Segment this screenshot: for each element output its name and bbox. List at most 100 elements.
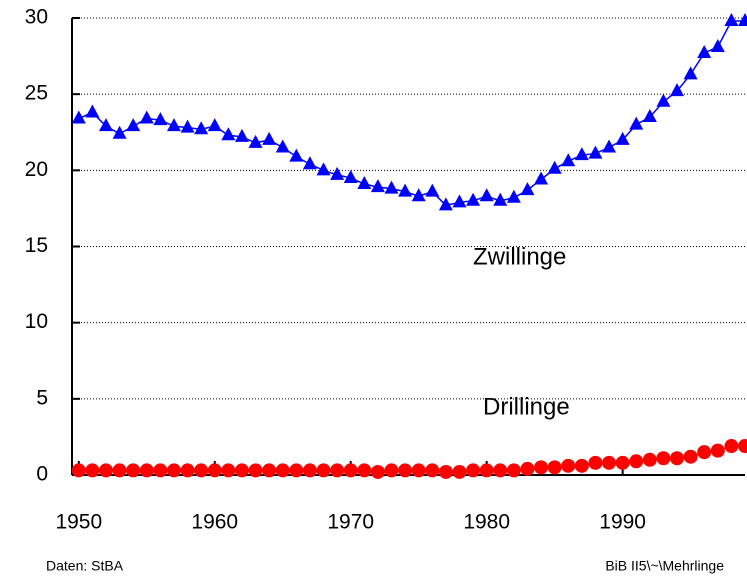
circle-marker [438,464,453,479]
circle-marker [683,449,698,464]
y-tick-label: 25 [25,82,48,105]
y-tick-label: 5 [36,386,48,409]
x-tick-label: 1990 [599,511,646,534]
triangle-marker [316,162,331,176]
triangle-marker [656,93,671,107]
series-line [78,20,745,207]
circle-marker [370,464,385,479]
triangle-marker [275,139,290,153]
triangle-marker [248,134,263,148]
y-tick-label: 20 [25,158,48,181]
triangle-marker [683,66,698,80]
circle-marker [547,460,562,475]
circle-marker [180,463,195,478]
triangle-marker [411,188,426,202]
circle-marker [194,463,209,478]
triangle-marker [370,179,385,193]
circle-marker [425,463,440,478]
circle-marker [602,455,617,470]
circle-marker [275,463,290,478]
circle-marker [398,463,413,478]
triangle-marker [112,125,127,139]
circle-marker [221,463,236,478]
triangle-marker [343,169,358,183]
triangle-marker [697,45,712,59]
circle-marker [98,463,113,478]
triangle-marker [71,110,86,124]
triangle-marker [615,131,630,145]
circle-marker [452,464,467,479]
circle-marker [71,463,86,478]
triangle-marker [398,183,413,197]
circle-marker [166,463,181,478]
triangle-marker [534,171,549,185]
triangle-marker [166,118,181,132]
triangle-marker [561,153,576,167]
circle-marker [384,463,399,478]
triangle-marker [574,147,589,161]
triangle-marker [126,118,141,132]
circle-marker [343,463,358,478]
triangle-marker [425,183,440,197]
circle-marker [357,463,372,478]
y-tick-label: 30 [25,6,48,29]
y-tick-label: 10 [25,310,48,333]
triangle-marker [357,176,372,190]
triangle-marker [710,38,725,52]
circle-marker [262,463,277,478]
triangle-marker [289,148,304,162]
circle-marker [316,463,331,478]
x-tick-label: 1980 [463,511,510,534]
circle-marker [506,463,521,478]
circle-marker [139,463,154,478]
circle-marker [534,460,549,475]
circle-marker [588,455,603,470]
triangle-marker [85,104,100,118]
circle-marker [126,463,141,478]
circle-marker [738,439,747,454]
triangle-marker [180,119,195,133]
triangle-marker [438,197,453,211]
triangle-marker [302,156,317,170]
triangle-marker [139,110,154,124]
triangle-marker [153,112,168,126]
circle-marker [656,451,671,466]
circle-marker [520,461,535,476]
circle-marker [561,458,576,473]
circle-marker [615,455,630,470]
circle-marker [642,452,657,467]
circle-marker [724,439,739,454]
circle-marker [479,463,494,478]
triangle-marker [670,83,685,97]
circle-marker [153,463,168,478]
circle-marker [670,451,685,466]
triangle-marker [479,188,494,202]
triangle-marker [330,166,345,180]
triangle-marker [207,118,222,132]
triangle-marker [493,192,508,206]
circle-marker [248,463,263,478]
circle-marker [710,443,725,458]
triangle-marker [547,160,562,174]
circle-marker [466,463,481,478]
triangle-marker [506,189,521,203]
triangle-marker [466,192,481,206]
circle-marker [330,463,345,478]
triangle-marker [98,118,113,132]
circle-marker [697,445,712,460]
series-annotation: Drillinge [483,393,570,420]
triangle-marker [221,127,236,141]
triangle-marker [262,131,277,145]
x-tick-label: 1960 [191,511,238,534]
triangle-marker [234,128,249,142]
circle-marker [85,463,100,478]
circle-marker [411,463,426,478]
triangle-marker [629,116,644,130]
series-annotation: Zwillinge [473,243,566,270]
triangle-marker [452,194,467,208]
source-note: Daten: StBA [46,558,124,574]
x-tick-label: 1970 [327,511,374,534]
triangle-marker [194,121,209,135]
circle-marker [207,463,222,478]
